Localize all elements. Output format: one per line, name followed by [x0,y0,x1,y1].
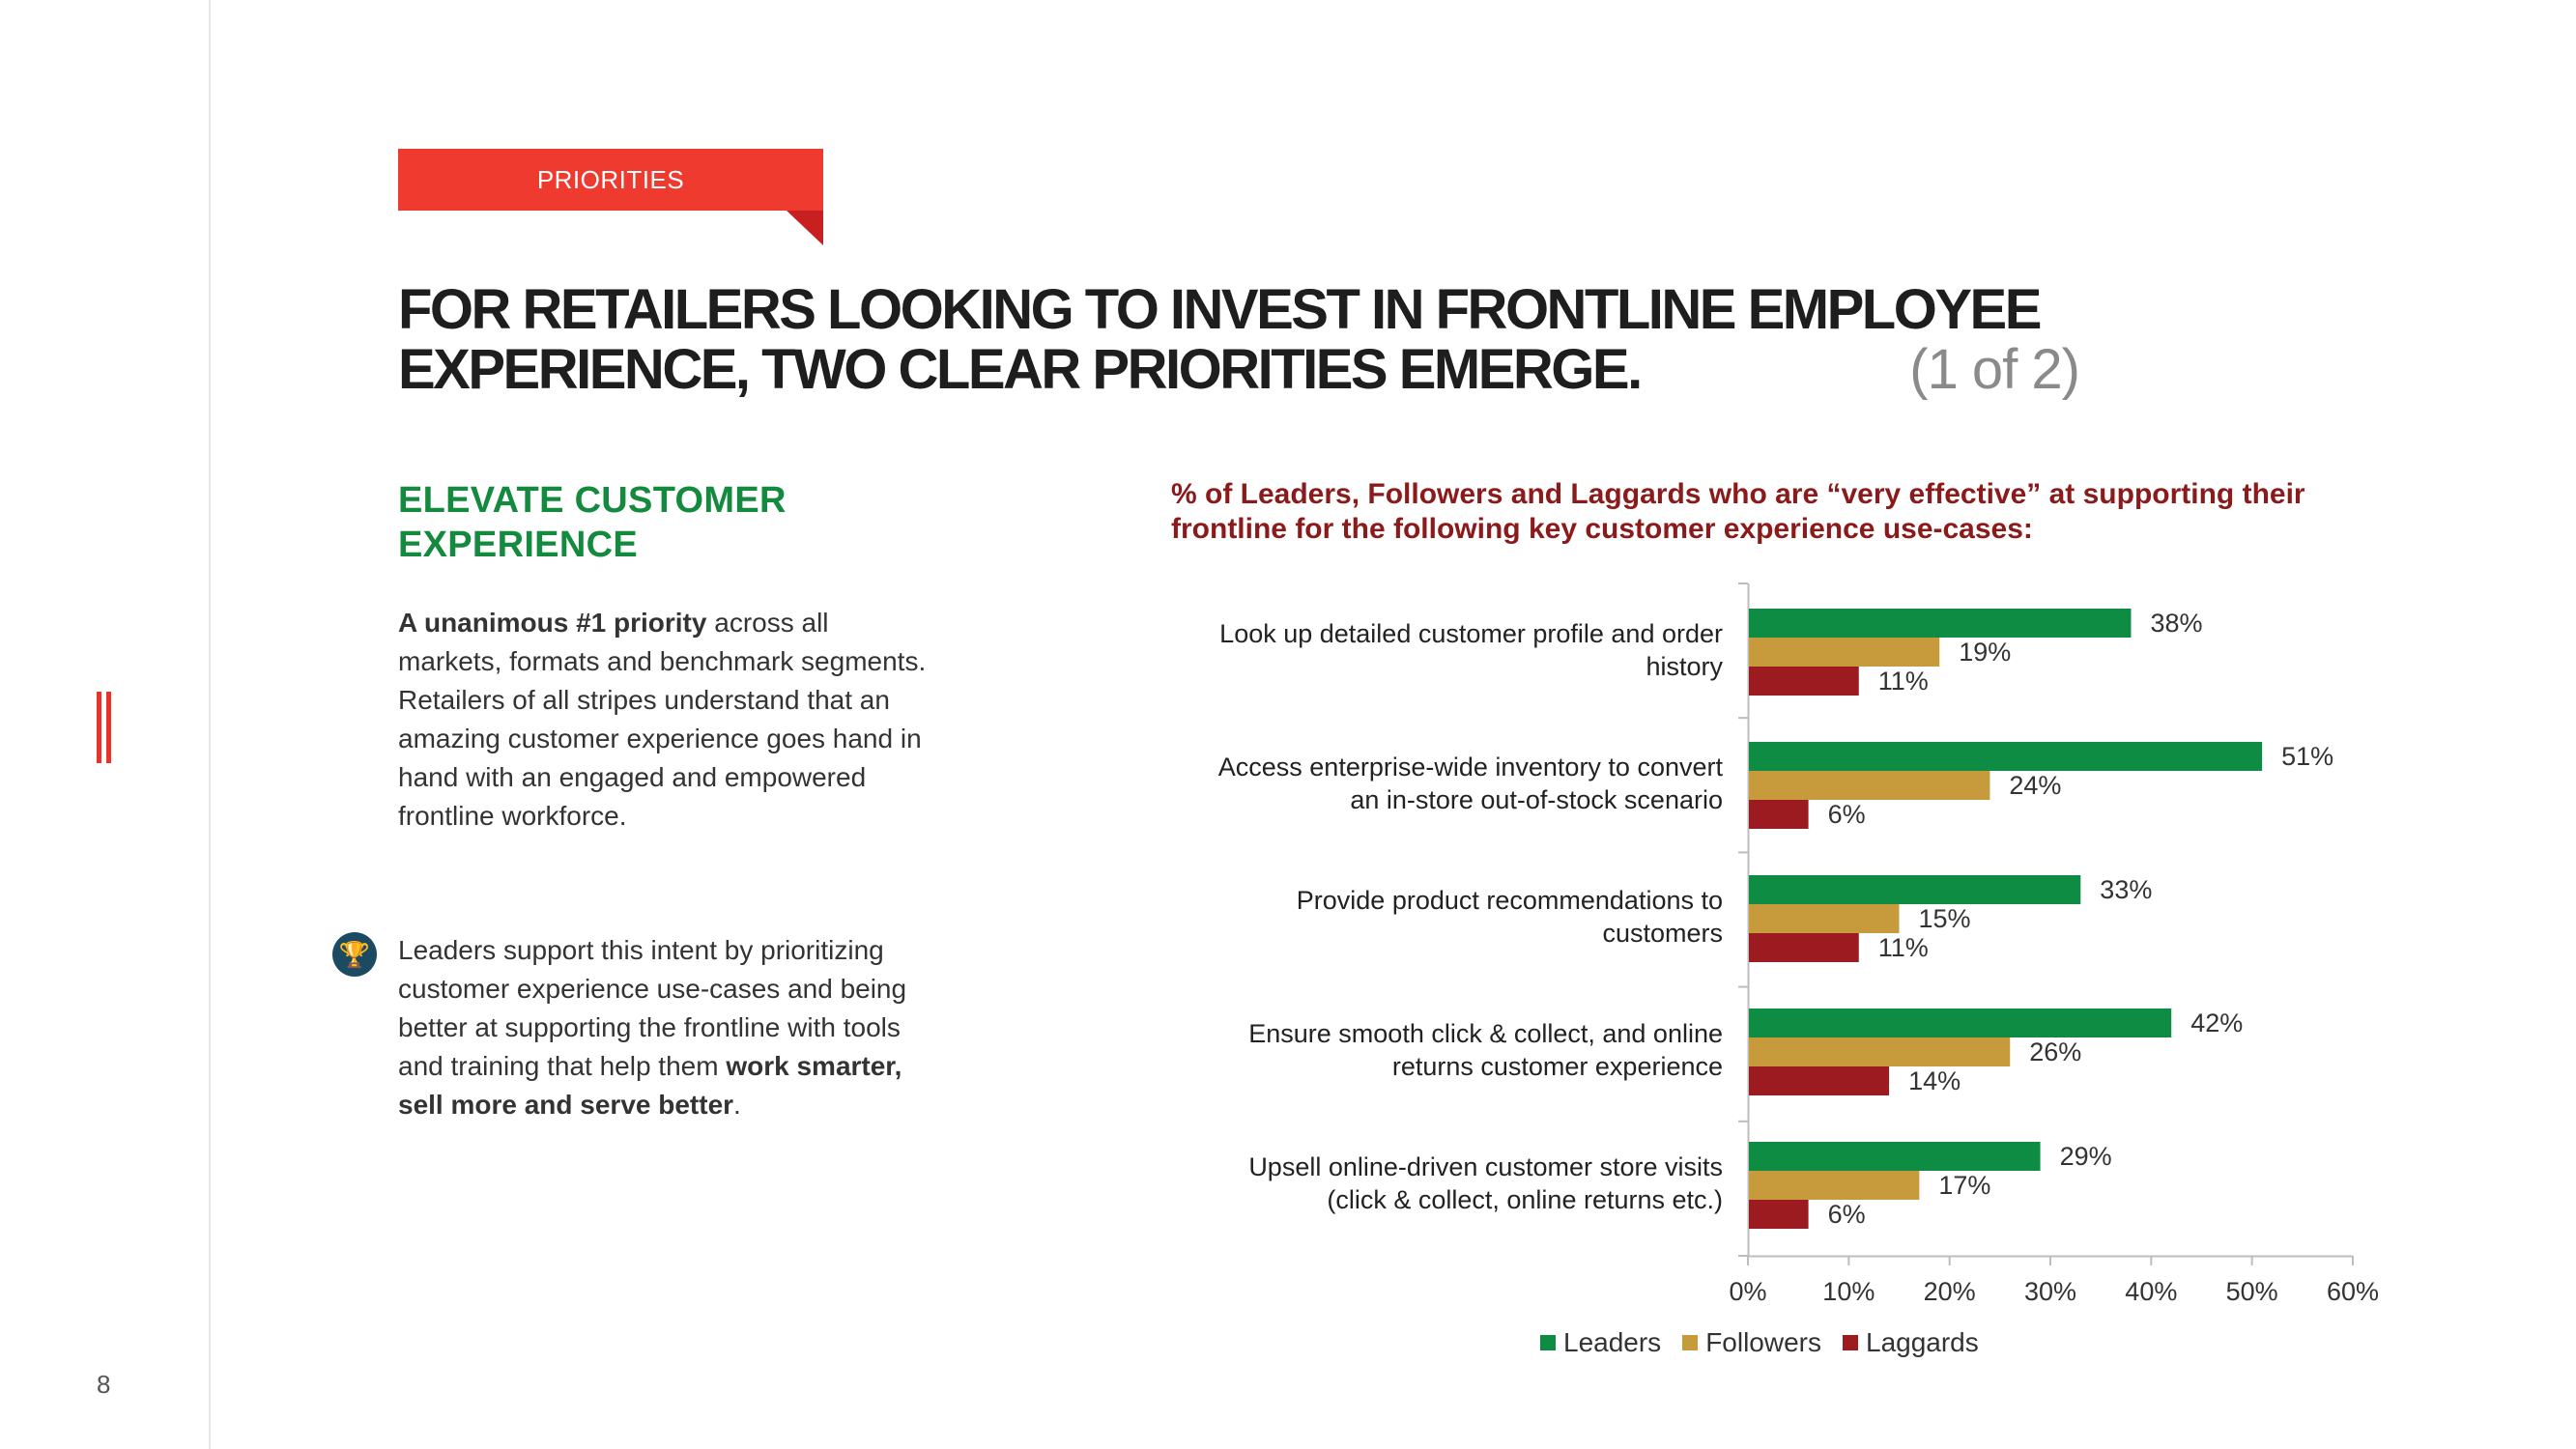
page-title-line1: FOR RETAILERS LOOKING TO INVEST IN FRONT… [398,278,2042,341]
legend-item-laggards: Laggards [1843,1327,1979,1358]
data-label: 14% [1908,1066,1961,1095]
data-label: 11% [1878,933,1929,962]
data-label: 29% [2060,1142,2112,1171]
category-label: Ensure smooth click & collect, and onlin… [1248,1019,1723,1048]
bar-leaders [1749,742,2263,771]
bar-leaders [1749,1009,2172,1037]
data-label: 6% [1828,1200,1866,1229]
bar-laggards [1749,667,1859,696]
data-label: 11% [1878,667,1929,696]
legend-item-leaders: Leaders [1540,1327,1661,1358]
legend-label-leaders: Leaders [1563,1327,1662,1357]
bar-laggards [1749,1066,1890,1095]
x-tick-label: 30% [2024,1277,2076,1304]
category-label: Provide product recommendations to [1297,886,1723,915]
bar-laggards [1749,933,1859,962]
category-label: history [1646,652,1723,681]
data-label: 38% [2150,609,2202,638]
data-label: 19% [1959,638,2011,667]
data-label: 26% [2029,1037,2081,1066]
x-tick-label: 60% [2327,1277,2379,1304]
category-label: Upsell online-driven customer store visi… [1248,1152,1723,1181]
section-title: ELEVATE CUSTOMER EXPERIENCE [398,480,787,565]
bar-laggards [1749,800,1809,829]
trophy-icon: 🏆 [332,932,377,977]
data-label: 33% [2100,875,2152,904]
x-tick-label: 0% [1729,1277,1766,1304]
leaders-text-start: Leaders support this intent by prioritiz… [398,935,907,1081]
bar-followers [1749,904,1900,933]
category-label: Look up detailed customer profile and or… [1219,619,1723,648]
chart-legend: Leaders Followers Laggards [1540,1327,1979,1358]
bar-leaders [1749,609,2132,638]
legend-label-laggards: Laggards [1866,1327,1979,1357]
priority-paragraph: A unanimous #1 priority across all marke… [398,604,939,836]
data-label: 17% [1938,1171,1990,1200]
category-label: (click & collect, online returns etc.) [1327,1185,1723,1214]
bar-followers [1749,1037,2011,1066]
side-marker [97,692,112,763]
section-tag: PRIORITIES [398,149,823,211]
bar-followers [1749,638,1940,667]
page-count: (1 of 2) [1909,338,2080,401]
data-label: 24% [2009,771,2061,800]
x-tick-label: 40% [2125,1277,2177,1304]
category-label: an in-store out-of-stock scenario [1350,785,1723,814]
bar-followers [1749,771,1990,800]
data-label: 15% [1919,904,1971,933]
leaders-paragraph: Leaders support this intent by prioritiz… [398,931,949,1124]
x-tick-label: 20% [1924,1277,1976,1304]
legend-swatch-leaders [1540,1335,1556,1350]
tag-fold [787,211,823,245]
leaders-text-bold: work smarter, sell more and serve better [398,1051,902,1120]
data-label: 6% [1828,800,1866,829]
page-divider [209,0,211,1449]
page-title: FOR RETAILERS LOOKING TO INVEST IN FRONT… [398,278,2080,401]
legend-label-followers: Followers [1705,1327,1821,1357]
priority-text: across all markets, formats and benchmar… [398,608,927,831]
category-label: Access enterprise-wide inventory to conv… [1218,753,1724,781]
leaders-text-end: . [733,1090,741,1120]
page-title-line2: EXPERIENCE, TWO CLEAR PRIORITIES EMERGE. [398,338,1643,401]
bar-leaders [1749,875,2081,904]
priority-bold: A unanimous #1 priority [398,608,707,638]
bar-laggards [1749,1200,1809,1229]
x-tick-label: 50% [2226,1277,2278,1304]
category-label: returns customer experience [1392,1052,1723,1081]
bar-chart: 0% 10% 20% 30% 40% 50% 60% Look up detailed cus… [1218,582,2379,1304]
bar-followers [1749,1171,1920,1200]
legend-swatch-followers [1682,1335,1699,1350]
chart-title: % of Leaders, Followers and Laggards who… [1171,478,2305,545]
bar-leaders [1749,1142,2041,1171]
legend-swatch-laggards [1843,1335,1858,1350]
legend-item-followers: Followers [1682,1327,1821,1358]
category-label: customers [1602,919,1723,948]
x-tick-label: 10% [1822,1277,1875,1304]
page-number: 8 [97,1370,111,1399]
data-label: 42% [2190,1009,2243,1037]
data-label: 51% [2281,742,2333,771]
